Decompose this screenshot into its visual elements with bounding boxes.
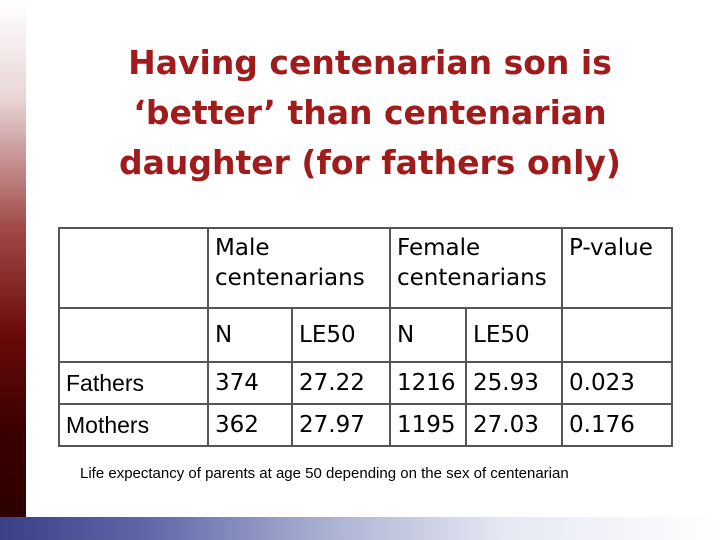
- header-male-line-2: centenarians: [215, 265, 365, 291]
- table-caption: Life expectancy of parents at age 50 dep…: [80, 465, 569, 482]
- cell-fathers-female-n: 1216: [389, 361, 467, 405]
- cell-fathers-female-le50: 25.93: [465, 361, 563, 405]
- cell-mothers-male-n: 362: [207, 403, 293, 447]
- header-female-line-1: Female: [397, 235, 481, 261]
- cell-fathers-male-le50: 27.22: [291, 361, 391, 405]
- left-decorative-bar: [0, 0, 26, 540]
- cell-mothers-male-le50: 27.97: [291, 403, 391, 447]
- header-female-centenarians: Female centenarians: [389, 227, 563, 309]
- bottom-decorative-bar: [0, 517, 720, 540]
- cell-fathers-pvalue: 0.023: [561, 361, 673, 405]
- header-female-line-2: centenarians: [397, 265, 547, 291]
- cell-mothers-female-le50: 27.03: [465, 403, 563, 447]
- header-male-centenarians: Male centenarians: [207, 227, 391, 309]
- header-empty-cell: [58, 227, 209, 309]
- table-row: Fathers 374 27.22 1216 25.93 0.023: [58, 361, 673, 405]
- cell-fathers-male-n: 374: [207, 361, 293, 405]
- row-label-fathers: Fathers: [58, 361, 209, 405]
- table-subheader-row: N LE50 N LE50: [58, 307, 673, 363]
- subheader-female-le50: LE50: [465, 307, 563, 363]
- cell-mothers-female-n: 1195: [389, 403, 467, 447]
- slide-title: Having centenarian son is ‘better’ than …: [60, 38, 680, 188]
- subheader-pvalue-empty: [561, 307, 673, 363]
- row-label-mothers: Mothers: [58, 403, 209, 447]
- title-line-3: daughter (for fathers only): [118, 143, 622, 182]
- title-line-2: ‘better’ than centenarian: [133, 93, 607, 132]
- subheader-empty-cell: [58, 307, 209, 363]
- title-line-1: Having centenarian son is: [128, 43, 612, 82]
- table-header-row: Male centenarians Female centenarians P-…: [58, 227, 673, 309]
- header-pvalue: P-value: [561, 227, 673, 309]
- header-male-line-1: Male: [215, 235, 270, 261]
- subheader-female-n: N: [389, 307, 467, 363]
- table-row: Mothers 362 27.97 1195 27.03 0.176: [58, 403, 673, 447]
- results-table: Male centenarians Female centenarians P-…: [58, 227, 673, 447]
- cell-mothers-pvalue: 0.176: [561, 403, 673, 447]
- subheader-male-n: N: [207, 307, 293, 363]
- subheader-male-le50: LE50: [291, 307, 391, 363]
